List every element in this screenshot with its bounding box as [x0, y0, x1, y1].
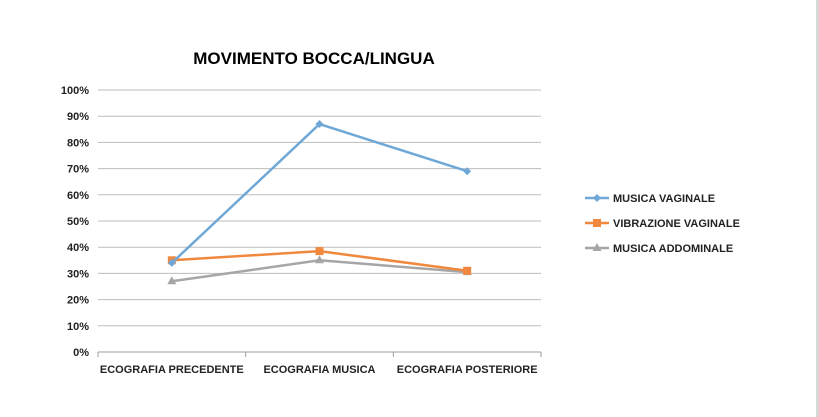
data-point: [167, 276, 177, 285]
y-tick-label: 90%: [67, 111, 89, 123]
y-tick-label: 40%: [67, 242, 89, 254]
series-3: [167, 255, 472, 285]
legend-swatch-marker: [592, 243, 602, 251]
data-point: [463, 167, 472, 176]
legend-item: MUSICA VAGINALE: [585, 193, 715, 205]
x-tick-label: ECOGRAFIA PRECEDENTE: [100, 364, 244, 376]
series-line: [170, 122, 468, 264]
y-tick-label: 60%: [67, 190, 89, 202]
legend-label: VIBRAZIONE VAGINALE: [613, 218, 740, 230]
y-tick-label: 50%: [67, 216, 89, 228]
y-axis-ticks: 0% 10% 20% 30% 40% 50% 60% 70% 80% 90% 100%: [61, 85, 89, 359]
data-point: [315, 247, 324, 256]
data-point: [315, 255, 324, 264]
y-tick-label: 100%: [61, 85, 89, 97]
x-tick-label: ECOGRAFIA POSTERIORE: [397, 364, 538, 376]
legend-swatch-marker: [593, 194, 601, 202]
series-line: [171, 259, 468, 283]
y-tick-label: 80%: [67, 137, 89, 149]
legend-item: MUSICA ADDOMINALE: [585, 243, 733, 255]
data-point: [167, 258, 176, 267]
y-tick-label: 20%: [67, 295, 89, 307]
series-1: [167, 120, 472, 267]
legend-label: MUSICA VAGINALE: [613, 193, 715, 205]
y-tick-label: 30%: [67, 268, 89, 280]
legend-swatch-marker: [593, 219, 601, 227]
gridlines: [98, 89, 541, 353]
y-tick-label: 70%: [67, 164, 89, 176]
series-layer: [167, 120, 472, 285]
x-axis-ticks: ECOGRAFIA PRECEDENTE ECOGRAFIA MUSICA ECOG…: [97, 352, 542, 376]
data-point: [315, 120, 324, 129]
y-tick-label: 0%: [73, 347, 89, 359]
frame-edge: [816, 0, 819, 417]
legend: MUSICA VAGINALE VIBRAZIONE VAGINALE MUSICA…: [585, 193, 740, 255]
y-tick-label: 10%: [67, 321, 89, 333]
chart-title: MOVIMENTO BOCCA/LINGUA: [193, 49, 434, 68]
x-tick-label: ECOGRAFIA MUSICA: [263, 364, 375, 376]
legend-label: MUSICA ADDOMINALE: [613, 243, 733, 255]
data-point: [463, 266, 472, 275]
legend-item: VIBRAZIONE VAGINALE: [585, 218, 740, 230]
